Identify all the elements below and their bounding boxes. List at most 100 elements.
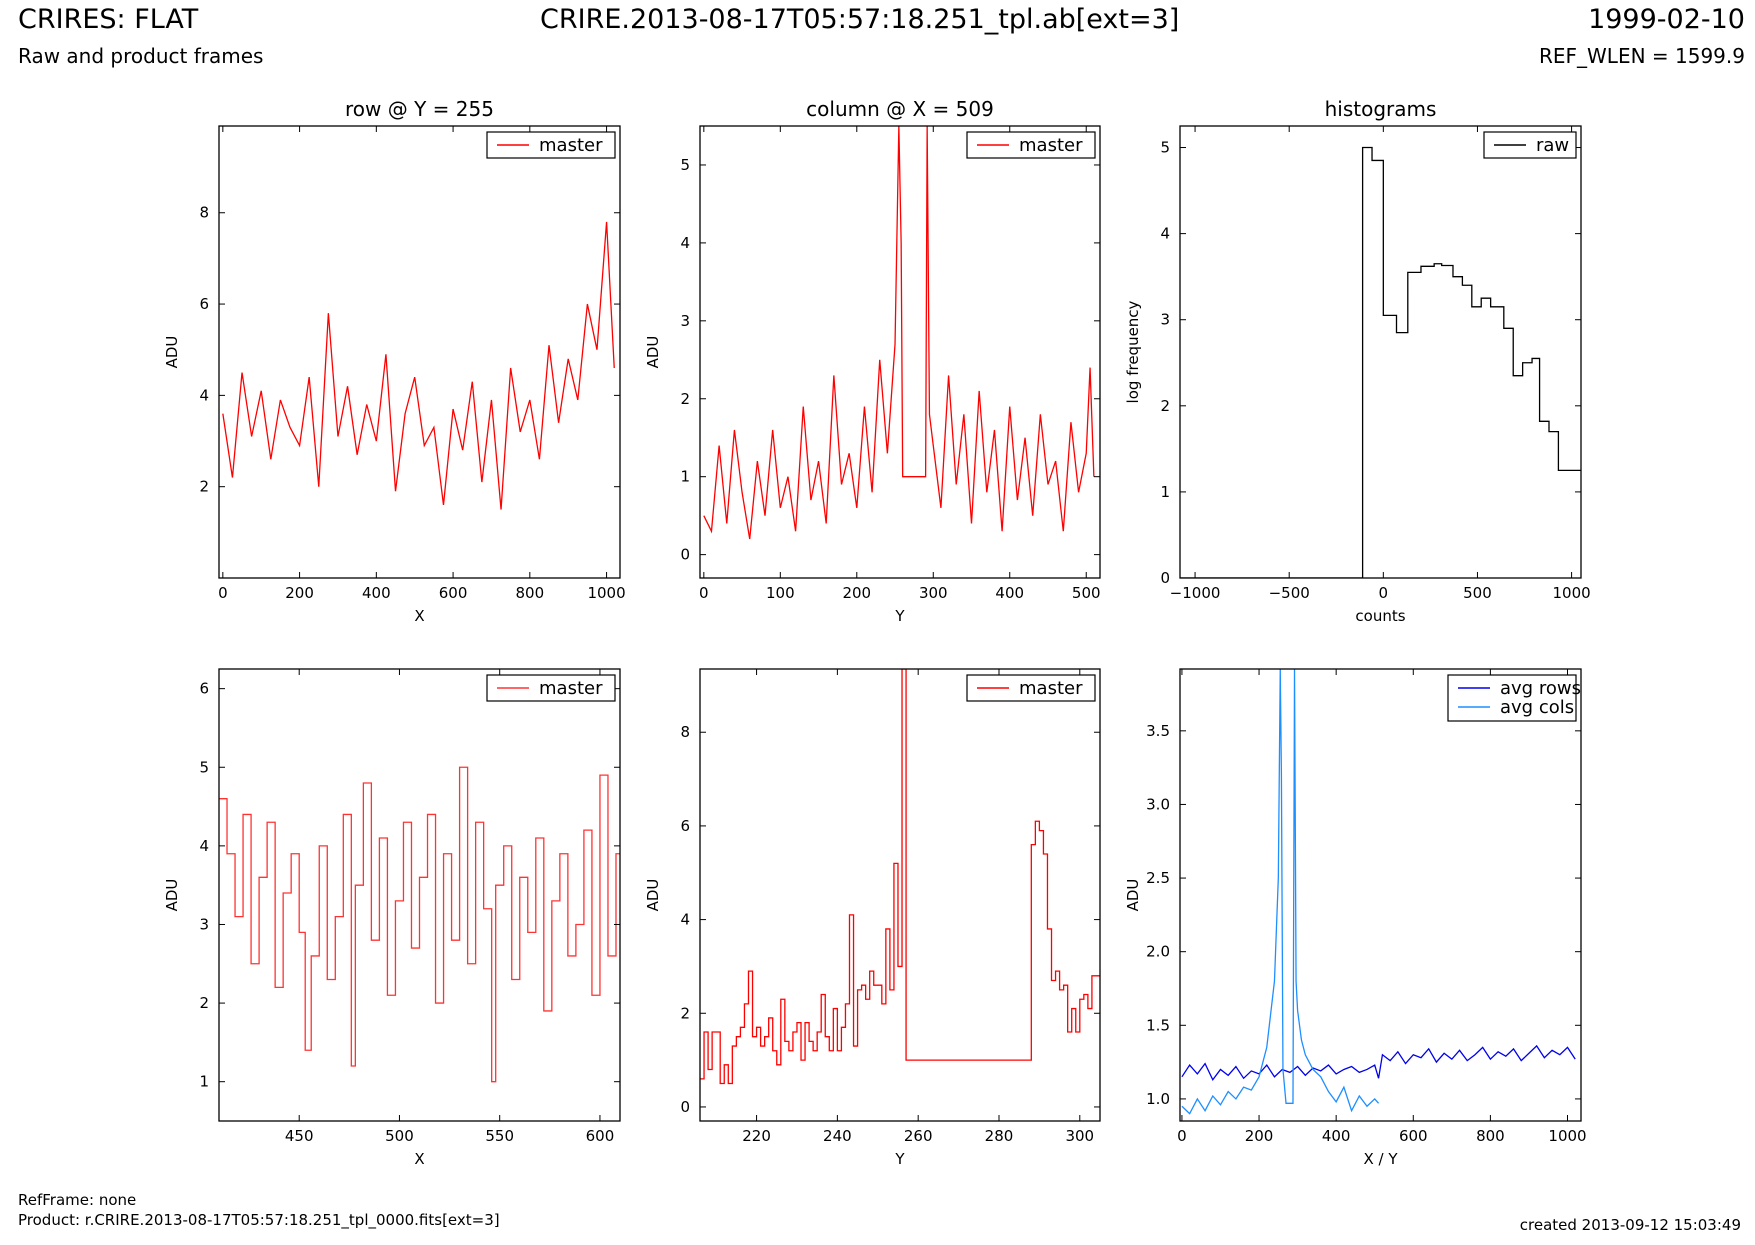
x-tick-label: 240	[823, 1127, 852, 1145]
y-tick-label: 1	[199, 1073, 209, 1091]
chart-title: column @ X = 509	[806, 97, 994, 121]
x-tick-label: 0	[218, 584, 228, 602]
plot-frame	[699, 125, 1101, 579]
legend-box	[1447, 674, 1577, 722]
plot-frame	[1179, 668, 1582, 1122]
page-subtitle: Raw and product frames	[18, 44, 264, 68]
legend-label: master	[1019, 135, 1083, 156]
series-line-master	[222, 221, 615, 510]
y-axis-label: ADU	[163, 336, 181, 369]
y-tick-label: 2	[199, 478, 209, 496]
y-tick-label: 2	[1160, 397, 1170, 415]
y-tick-label: 1	[680, 468, 690, 486]
refframe-label: RefFrame: none	[18, 1191, 137, 1209]
chart-title: histograms	[1325, 97, 1437, 121]
product-label: Product: r.CRIRE.2013-08-17T05:57:18.251…	[18, 1211, 500, 1229]
ref-wlen-label: REF_WLEN = 1599.9	[1538, 44, 1745, 68]
chart-histograms: −1000 −500 0 500 1000 0 1 2 3 4 5 counts log frequen…	[1124, 97, 1591, 625]
chart-column-zoom: 220 240 260 280 300 0 2 4 6 8 Y ADU master	[644, 668, 1101, 1168]
legend-label: master	[539, 678, 603, 699]
chart-averages: 0 200 400 600 800 1000 1.0 1.5 2.0 2.5 3.0 3.5 X / Y…	[1124, 668, 1587, 1168]
x-tick-label: 1000	[1548, 1127, 1586, 1145]
x-tick-label: 500	[1072, 584, 1101, 602]
x-tick-label: 800	[516, 584, 545, 602]
date-label: 1999-02-10	[1588, 4, 1745, 35]
y-axis-label: ADU	[644, 336, 662, 369]
x-tick-label: 450	[285, 1127, 314, 1145]
x-tick-label: 280	[985, 1127, 1014, 1145]
y-tick-label: 0	[680, 546, 690, 564]
y-tick-label: 2	[199, 994, 209, 1012]
chart-title: row @ Y = 255	[345, 97, 494, 121]
legend-label: raw	[1536, 135, 1569, 156]
chart-column: 0 100 200 300 400 500 0 1 2 3 4 5 Y ADU column @ X = 5…	[644, 97, 1101, 625]
y-tick-label: 6	[680, 817, 690, 835]
legend-label: master	[1019, 678, 1083, 699]
x-tick-label: 600	[1399, 1127, 1428, 1145]
y-tick-label: 4	[680, 911, 690, 929]
frame-title: CRIRE.2013-08-17T05:57:18.251_tpl.ab[ext…	[540, 4, 1180, 35]
x-tick-label: −1000	[1170, 584, 1221, 602]
x-axis-label: counts	[1355, 607, 1405, 625]
y-tick-label: 5	[1160, 139, 1170, 157]
x-axis-label: X / Y	[1363, 1150, 1398, 1168]
series-line-avg-cols	[1181, 669, 1380, 1115]
y-tick-label: 0	[1160, 569, 1170, 587]
x-axis-label: Y	[894, 1150, 905, 1168]
plot-frame	[699, 668, 1101, 1122]
x-tick-label: 200	[285, 584, 314, 602]
x-tick-label: 0	[699, 584, 709, 602]
y-tick-label: 5	[680, 156, 690, 174]
x-tick-label: 500	[385, 1127, 414, 1145]
series-line-master	[219, 766, 620, 1083]
x-tick-label: 600	[586, 1127, 615, 1145]
x-tick-label: 200	[1245, 1127, 1274, 1145]
y-tick-label: 2.5	[1146, 869, 1170, 887]
legend-label: avg cols	[1500, 697, 1574, 718]
x-tick-label: −500	[1269, 584, 1310, 602]
y-tick-label: 6	[199, 295, 209, 313]
x-tick-label: 100	[766, 584, 795, 602]
plot-frame	[1179, 125, 1582, 579]
page-title: CRIRES: FLAT	[18, 4, 199, 35]
x-tick-label: 400	[1322, 1127, 1351, 1145]
y-tick-label: 1.5	[1146, 1016, 1170, 1034]
y-tick-label: 8	[680, 723, 690, 741]
y-tick-label: 3.0	[1146, 795, 1170, 813]
series-line-master	[700, 669, 1100, 1085]
x-tick-label: 260	[904, 1127, 933, 1145]
legend-label: avg rows	[1500, 678, 1581, 699]
y-tick-label: 3	[680, 312, 690, 330]
x-tick-label: 300	[1065, 1127, 1094, 1145]
y-axis-label: log frequency	[1124, 300, 1142, 403]
x-tick-label: 400	[995, 584, 1024, 602]
y-tick-label: 4	[199, 837, 209, 855]
x-tick-label: 500	[1463, 584, 1492, 602]
created-timestamp: created 2013-09-12 15:03:49	[1519, 1216, 1741, 1234]
y-tick-label: 4	[680, 234, 690, 252]
x-tick-label: 200	[842, 584, 871, 602]
x-tick-label: 0	[1177, 1127, 1187, 1145]
x-tick-label: 550	[485, 1127, 514, 1145]
x-axis-label: X	[414, 1150, 424, 1168]
x-axis-label: X	[414, 607, 424, 625]
x-tick-label: 1000	[1552, 584, 1590, 602]
x-tick-label: 300	[919, 584, 948, 602]
y-tick-label: 3	[1160, 311, 1170, 329]
series-line-raw	[1180, 146, 1581, 578]
x-tick-label: 800	[1476, 1127, 1505, 1145]
y-tick-label: 2	[680, 1004, 690, 1022]
series-line-master	[703, 126, 1095, 540]
y-tick-label: 5	[199, 758, 209, 776]
y-tick-label: 1	[1160, 483, 1170, 501]
y-tick-label: 2.0	[1146, 943, 1170, 961]
chart-row-zoom: 450 500 550 600 1 2 3 4 5 6 X ADU master	[163, 668, 621, 1168]
y-axis-label: ADU	[1124, 879, 1142, 912]
y-axis-label: ADU	[644, 879, 662, 912]
plot-frame	[218, 125, 621, 579]
y-tick-label: 8	[199, 204, 209, 222]
y-axis-label: ADU	[163, 879, 181, 912]
x-tick-label: 600	[439, 584, 468, 602]
y-tick-label: 1.0	[1146, 1090, 1170, 1108]
